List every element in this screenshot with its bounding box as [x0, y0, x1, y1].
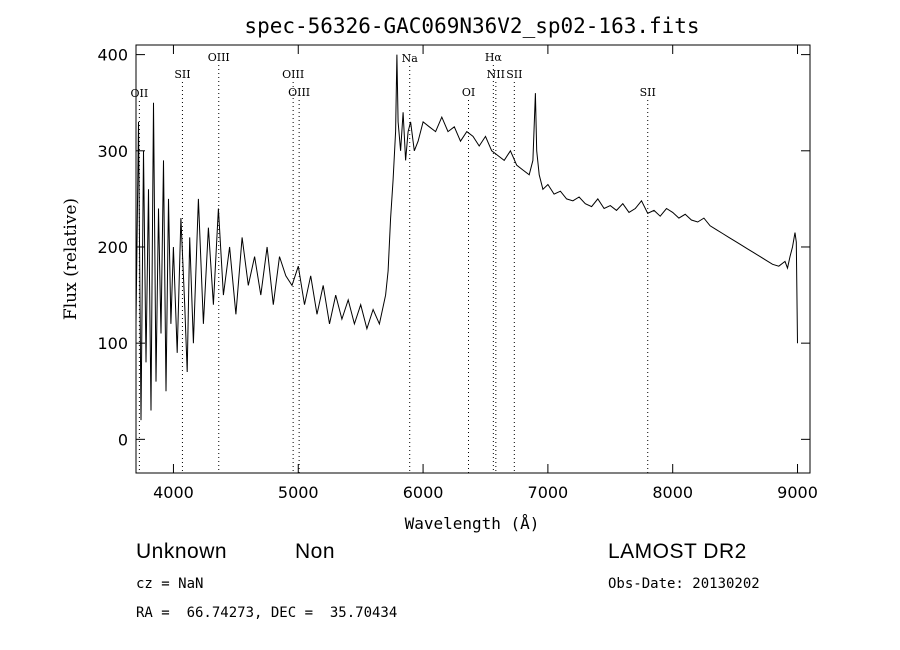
redshift-readout: cz = NaN [136, 576, 204, 592]
plot-frame [135, 44, 811, 474]
line-marker-label: SII [506, 68, 522, 81]
coordinates-readout: RA = 66.74273, DEC = 35.70434 [136, 605, 398, 621]
x-tick-label: 7000 [528, 483, 569, 502]
spectrum-line [135, 54, 798, 421]
y-tick-label: 300 [97, 142, 128, 161]
line-marker-label: OIII [208, 51, 230, 64]
object-class: Unknown [136, 540, 228, 563]
y-axis-ticks: 0 100 200 300 400 [97, 46, 810, 449]
x-tick-label: 6000 [403, 483, 444, 502]
line-marker-label: SII [174, 68, 190, 81]
line-marker-label: OI [462, 86, 475, 99]
x-tick-label: 4000 [153, 483, 194, 502]
y-tick-label: 200 [97, 238, 128, 257]
y-axis-label: Flux (relative) [61, 198, 81, 320]
survey-label: LAMOST DR2 [608, 540, 747, 563]
x-tick-label: 5000 [278, 483, 319, 502]
line-marker-label: OII [131, 87, 149, 100]
line-marker-label: Hα [485, 51, 503, 64]
x-axis-label: Wavelength (Å) [405, 514, 540, 533]
observation-date: Obs-Date: 20130202 [608, 576, 760, 592]
line-marker-label: OIII [282, 68, 304, 81]
line-marker-label: OIII [288, 86, 310, 99]
line-marker-label: SII [640, 86, 656, 99]
y-tick-label: 0 [118, 430, 128, 449]
object-subclass: Non [295, 540, 336, 563]
y-tick-label: 400 [97, 46, 128, 65]
x-tick-label: 8000 [652, 483, 693, 502]
y-tick-label: 100 [97, 334, 128, 353]
spectrum-series [135, 54, 798, 421]
line-marker-label: NII [487, 68, 505, 81]
line-marker-label: Na [402, 52, 419, 65]
x-tick-label: 9000 [777, 483, 818, 502]
chart-title: spec-56326-GAC069N36V2_sp02-163.fits [244, 14, 699, 38]
x-axis-ticks: 4000 5000 6000 7000 8000 9000 [153, 45, 818, 502]
